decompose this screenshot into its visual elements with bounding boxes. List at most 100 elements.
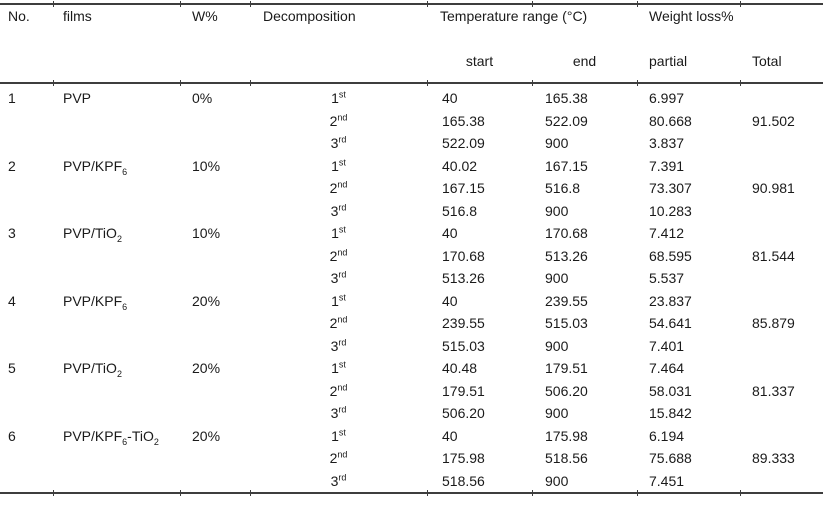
column-boundary-tick [180,490,181,496]
cell-decomposition-step: 3rd [330,134,347,151]
ordinal-suffix: nd [337,449,348,460]
cell-w-percent [180,267,250,290]
column-boundary-tick [740,80,741,86]
column-boundary-tick [532,80,533,86]
film-subscript: 2 [116,368,122,379]
col-header-partial: partial [649,53,688,69]
cell-weight-total: 90.981 [752,180,795,196]
cell-temp-end: 900 [545,472,569,489]
cell-w-percent [180,245,250,268]
cell-w-percent [180,380,250,403]
film-subscript: 6 [122,301,128,312]
cell-weight-partial: 68.595 [649,247,692,264]
cell-film [53,200,180,223]
ordinal-suffix: st [338,156,346,167]
cell-weight-total: 81.544 [752,247,795,264]
cell-film: PVP/TiO2 [63,225,122,244]
cell-weight-total: 89.333 [752,450,795,466]
cell-decomposition-step: 3rd [330,201,347,219]
table-row: 2nd 239.55 515.03 54.641 85.879 [0,312,823,335]
cell-no [0,335,53,358]
cell-temp-start: 40 [442,292,458,309]
cell-temp-start: 40.48 [442,360,478,376]
cell-temp-start: 179.51 [442,382,485,399]
ordinal-suffix: rd [338,471,347,482]
col-header-w-percent: W% [192,8,218,24]
table-row: 2nd 175.98 518.56 75.688 89.333 [0,447,823,470]
column-boundary-tick [532,1,533,7]
cell-decomposition-step: 2nd [329,314,348,331]
cell-film [53,470,180,493]
cell-temp-end: 175.98 [545,427,588,444]
cell-temp-start: 513.26 [442,270,485,286]
column-boundary-tick [532,490,533,496]
ordinal-suffix: nd [337,179,348,190]
cell-weight-partial: 6.194 [649,427,685,444]
film-subscript: 2 [116,233,122,244]
cell-temp-end: 900 [545,202,569,219]
column-boundary-tick [53,80,54,86]
cell-no: 5 [8,360,16,376]
cell-weight-partial: 75.688 [649,450,692,466]
cell-temp-start: 40 [442,225,458,241]
cell-no [0,200,53,223]
cell-w-percent [180,335,250,358]
film-subscript: 6 [122,166,128,177]
cell-decomposition-step: 1st [331,291,346,309]
cell-weight-partial: 7.391 [649,157,685,174]
cell-temp-end: 167.15 [545,157,588,174]
decomposition-table: No. films W% Decomposition Temperature r… [0,5,823,492]
cell-weight-partial: 10.283 [649,202,692,219]
ordinal-suffix: rd [338,134,347,145]
table-header-divider [0,82,823,84]
table-row: 2nd 170.68 513.26 68.595 81.544 [0,245,823,268]
col-header-spacer [53,52,180,87]
cell-film: PVP/KPF6 [63,157,128,177]
cell-decomposition-step: 3rd [330,471,347,489]
cell-w-percent: 10% [192,225,221,241]
cell-w-percent: 20% [192,427,221,444]
cell-weight-partial: 5.537 [649,270,685,286]
table-row: 5 PVP/TiO2 20% 1st 40.48 179.51 7.464 [0,357,823,380]
cell-decomposition-step: 1st [331,426,346,444]
cell-temp-end: 179.51 [545,360,588,376]
cell-temp-end: 900 [545,405,569,421]
cell-w-percent [180,200,250,223]
table-header-row-sub: start end partial Total [0,52,823,87]
table-row: 2nd 167.15 516.8 73.307 90.981 [0,177,823,200]
cell-w-percent: 10% [192,157,221,174]
table-row: 3rd 518.56 900 7.451 [0,470,823,493]
cell-w-percent [180,447,250,470]
cell-weight-total [740,425,823,448]
cell-film: PVP/KPF6 [63,292,128,312]
cell-film [53,335,180,358]
cell-no [0,177,53,200]
table-row: 2nd 165.38 522.09 80.668 91.502 [0,110,823,133]
cell-no [0,470,53,493]
table-bottom-border [0,492,823,494]
cell-no [0,132,53,155]
cell-no: 6 [8,427,16,444]
ordinal-suffix: st [338,89,346,100]
ordinal-suffix: rd [338,269,347,280]
cell-w-percent [180,132,250,155]
cell-decomposition-step: 1st [331,89,346,106]
column-boundary-tick [250,490,251,496]
cell-no: 2 [8,157,16,174]
cell-film [53,267,180,290]
column-boundary-tick [637,1,638,7]
table-row: 3 PVP/TiO2 10% 1st 40 170.68 7.412 [0,222,823,245]
cell-temp-end: 239.55 [545,292,588,309]
cell-weight-total [740,402,823,425]
cell-weight-partial: 3.837 [649,135,685,151]
cell-w-percent: 0% [192,90,213,106]
cell-weight-partial: 7.451 [649,472,685,489]
col-header-end: end [572,53,597,69]
cell-film [53,402,180,425]
ordinal-suffix: rd [338,336,347,347]
cell-weight-total [740,267,823,290]
cell-temp-start: 515.03 [442,337,485,354]
cell-w-percent [180,110,250,133]
column-boundary-tick [53,1,54,7]
